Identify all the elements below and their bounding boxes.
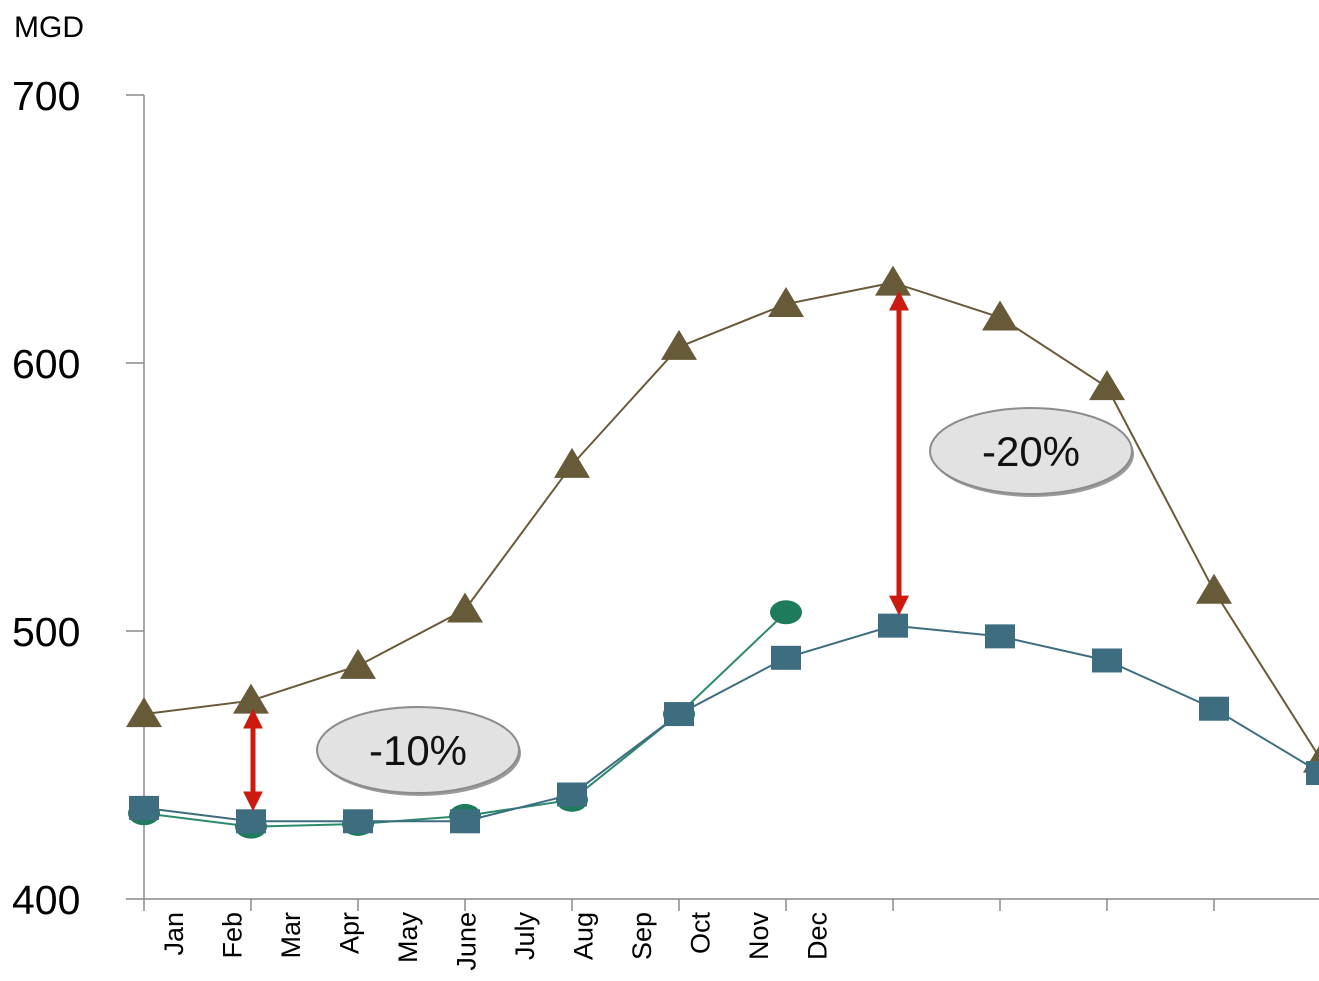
data-point xyxy=(985,624,1015,649)
series-line xyxy=(143,281,1319,759)
data-point xyxy=(557,782,587,807)
x-tick-label: May xyxy=(393,912,423,964)
data-point xyxy=(982,300,1018,331)
x-tick-label: Mar xyxy=(276,912,306,959)
series-square xyxy=(129,613,1319,834)
data-point xyxy=(1089,370,1125,401)
x-tick-label: Sep xyxy=(627,912,657,960)
data-point xyxy=(447,592,483,623)
data-point xyxy=(450,809,480,834)
data-point xyxy=(771,645,801,670)
data-point xyxy=(236,809,266,834)
data-point xyxy=(233,683,269,714)
x-tick-label: Oct xyxy=(686,912,716,955)
data-point xyxy=(1199,696,1229,721)
x-tick-label: Nov xyxy=(744,912,774,961)
data-point xyxy=(343,809,373,834)
y-axis-unit-label: MGD xyxy=(14,11,84,44)
data-point xyxy=(768,287,804,318)
y-tick-label: 600 xyxy=(12,341,80,387)
series-layer xyxy=(126,265,1319,839)
x-tick-label: Dec xyxy=(803,912,833,960)
annotation-layer: -10% -20% xyxy=(243,290,1134,812)
annotation-1: -10% xyxy=(243,706,521,812)
series-line xyxy=(143,624,1319,823)
annotation-label: -20% xyxy=(982,428,1080,475)
data-point xyxy=(129,795,159,820)
data-point xyxy=(878,613,908,638)
axes: 400 500 600 700 Jan Feb Mar Apr May June July Aug Se… xyxy=(12,73,1319,971)
annotation-bubble xyxy=(929,407,1133,495)
data-point xyxy=(1196,573,1232,604)
x-tick-label: July xyxy=(510,912,540,961)
y-tick-label: 500 xyxy=(12,609,80,655)
data-point xyxy=(126,697,162,728)
data-point xyxy=(661,329,697,360)
data-point xyxy=(664,702,694,727)
y-tick-label: 700 xyxy=(12,73,80,119)
data-point xyxy=(1306,761,1319,786)
data-point xyxy=(770,600,802,625)
x-tick-label: Feb xyxy=(218,912,248,959)
data-point xyxy=(340,648,376,679)
x-tick-label: June xyxy=(452,912,482,971)
data-point xyxy=(1092,648,1122,673)
x-tick-label: Aug xyxy=(569,912,599,960)
annotation-2: -20% xyxy=(889,290,1134,616)
annotation-bubble xyxy=(316,706,520,794)
data-point xyxy=(554,447,590,478)
x-tick-label: Apr xyxy=(335,912,365,954)
data-point xyxy=(875,265,911,296)
x-tick-label: Jan xyxy=(159,912,189,956)
series-triangle xyxy=(126,265,1319,773)
y-tick-label: 400 xyxy=(12,877,80,923)
annotation-label: -10% xyxy=(369,727,467,774)
